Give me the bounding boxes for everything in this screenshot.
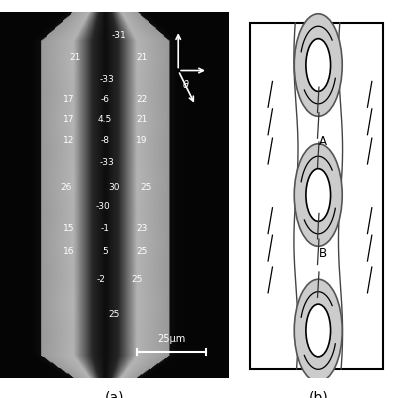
Text: 19: 19 [136, 136, 147, 144]
Text: -33: -33 [100, 158, 115, 167]
Text: 26: 26 [60, 183, 72, 192]
Text: 16: 16 [63, 247, 74, 256]
Bar [250, 23, 384, 369]
Text: (a): (a) [104, 391, 124, 398]
Circle shape [294, 144, 342, 246]
Text: $\theta$: $\theta$ [182, 78, 189, 90]
Text: -30: -30 [95, 202, 110, 211]
Circle shape [306, 39, 330, 92]
Text: -8: -8 [101, 136, 110, 144]
Text: 21: 21 [136, 115, 147, 125]
Text: 25: 25 [136, 247, 147, 256]
Text: -6: -6 [101, 95, 110, 104]
Circle shape [306, 304, 330, 357]
Text: -1: -1 [101, 224, 110, 233]
Text: 12: 12 [63, 136, 74, 144]
Text: 25: 25 [131, 275, 143, 285]
Text: 17: 17 [63, 95, 74, 104]
Text: 4.5: 4.5 [98, 115, 112, 125]
Text: 17: 17 [63, 115, 74, 125]
Text: -31: -31 [111, 31, 126, 40]
Circle shape [294, 14, 342, 116]
Text: -33: -33 [100, 75, 115, 84]
Text: 30: 30 [109, 183, 120, 192]
Text: (b): (b) [308, 391, 328, 398]
Circle shape [306, 169, 330, 221]
Text: 15: 15 [63, 224, 74, 233]
Text: 23: 23 [136, 224, 147, 233]
Text: 5: 5 [102, 247, 108, 256]
Text: B: B [319, 247, 328, 260]
Text: 22: 22 [136, 95, 147, 104]
Text: 25: 25 [140, 183, 152, 192]
Text: 25μm: 25μm [157, 334, 186, 344]
Circle shape [294, 279, 342, 382]
Text: 25: 25 [109, 310, 120, 318]
Text: 21: 21 [70, 53, 81, 62]
Text: A: A [319, 135, 327, 148]
Text: 21: 21 [136, 53, 147, 62]
Text: -2: -2 [96, 275, 105, 285]
